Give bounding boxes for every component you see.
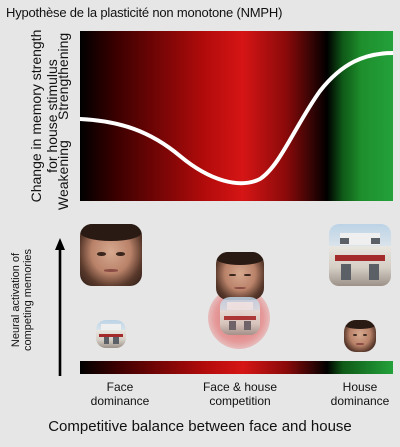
x-category-1-line2: dominance	[90, 394, 150, 408]
nmph-curve-svg	[80, 51, 393, 186]
x-category-1-line1: Face	[106, 380, 134, 394]
x-category-competition: Face & house competition	[195, 380, 285, 408]
house-large-icon	[329, 224, 391, 286]
x-category-house-dominance: House dominance	[320, 380, 400, 408]
nmph-curve	[80, 51, 393, 186]
x-category-3-line2: dominance	[330, 394, 390, 408]
neural-activation-label: Neural activation of competing memories	[10, 235, 34, 365]
face-small-icon	[344, 320, 376, 352]
y-axis-label-line1: Change in memory strength	[28, 29, 44, 203]
neural-label-line2: competing memories	[22, 248, 34, 352]
house-medium-icon	[220, 297, 260, 335]
x-axis-label: Competitive balance between face and hou…	[48, 418, 352, 435]
face-medium-icon	[216, 252, 264, 300]
x-category-face-dominance: Face dominance	[80, 380, 160, 408]
figure-title: Hypothèse de la plasticité non monotone …	[6, 5, 283, 20]
x-category-3-line1: House	[342, 380, 378, 394]
weakening-label: Weakening	[55, 140, 71, 210]
plasticity-panel	[80, 31, 393, 201]
face-large-icon	[80, 224, 142, 286]
up-arrow-icon	[55, 238, 65, 376]
balance-gradient-bar	[80, 361, 393, 374]
house-small-icon	[96, 320, 126, 348]
x-category-2-line1: Face & house	[202, 380, 278, 394]
neural-label-line1: Neural activation of	[10, 252, 22, 348]
strengthening-label: Strengthening	[55, 32, 71, 120]
x-category-2-line2: competition	[209, 394, 271, 408]
